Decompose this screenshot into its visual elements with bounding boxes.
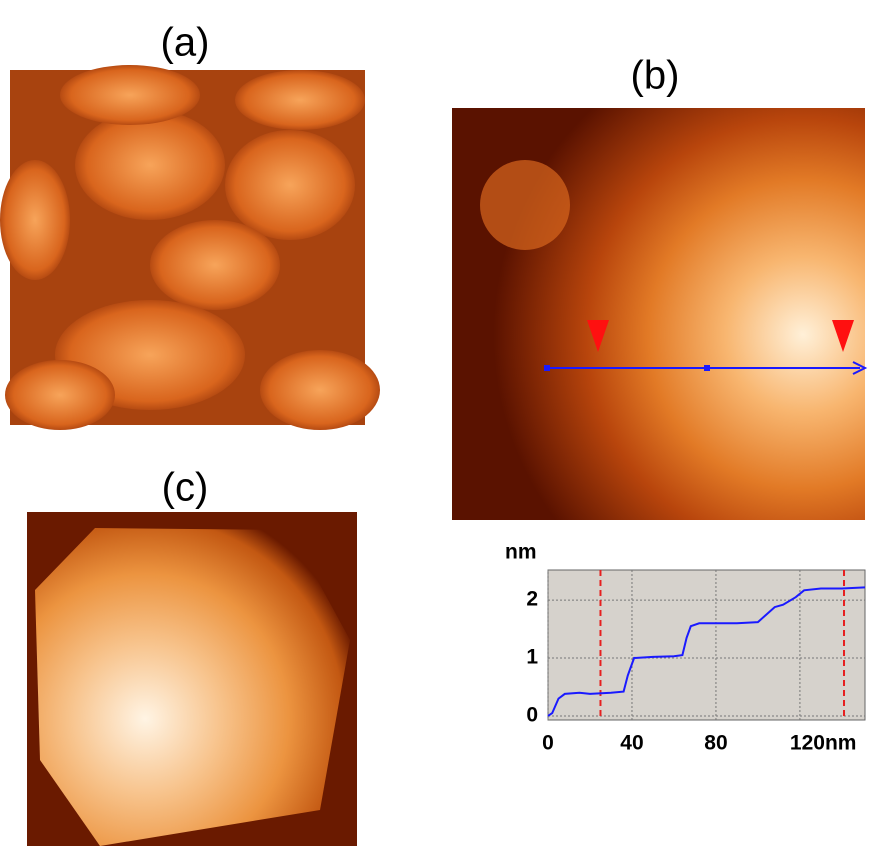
plot-area xyxy=(547,569,866,721)
y-tick-label: 0 xyxy=(526,703,538,726)
panel-label: (a) xyxy=(161,21,210,65)
y-axis-label: nm xyxy=(505,541,537,564)
x-tick-label: 120nm xyxy=(790,732,857,755)
panel-label: (c) xyxy=(162,466,209,510)
afm-image-a xyxy=(0,65,380,430)
y-tick-label: 2 xyxy=(526,588,538,611)
x-tick-label: 0 xyxy=(542,732,554,755)
afm-image-b xyxy=(452,108,868,520)
x-tick-label: 40 xyxy=(620,732,643,755)
profile-line xyxy=(547,586,866,717)
line-profile: nm 0 1 2 0 40 80 120nm xyxy=(505,541,866,755)
afm-image-c xyxy=(27,512,357,846)
x-tick-label: 80 xyxy=(704,732,727,755)
y-tick-label: 1 xyxy=(526,646,538,669)
panel-label: (b) xyxy=(631,54,680,98)
